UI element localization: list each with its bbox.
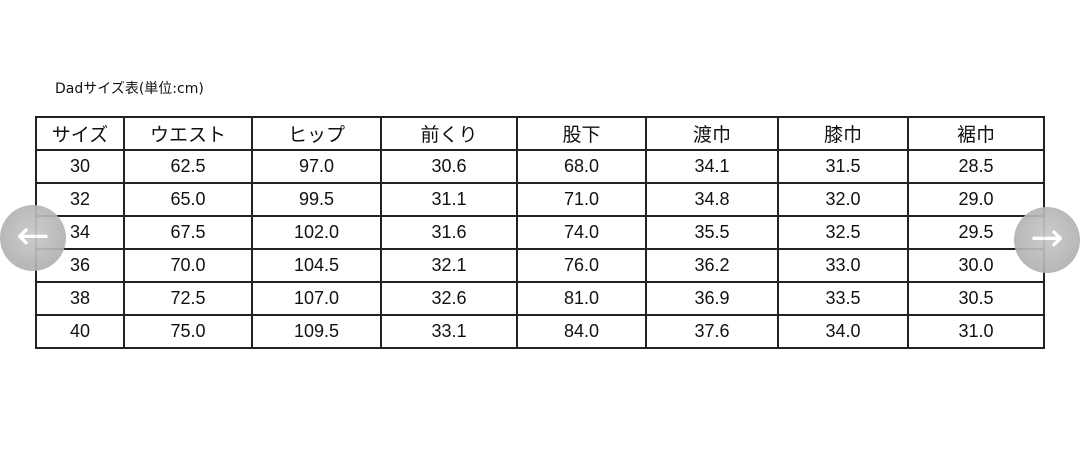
table-cell: 36.9 (645, 281, 779, 316)
table-row: 30 62.5 97.0 30.6 68.0 34.1 31.5 28.5 (35, 149, 1045, 184)
arrow-right-icon: → (1030, 215, 1064, 261)
table-cell: 37.6 (645, 314, 779, 349)
arrow-left-icon: ← (16, 213, 50, 259)
table-cell: 32.1 (380, 248, 518, 283)
table-row: 32 65.0 99.5 31.1 71.0 34.8 32.0 29.0 (35, 182, 1045, 217)
table-cell: 30.6 (380, 149, 518, 184)
table-cell: 31.6 (380, 215, 518, 250)
column-header: サイズ (35, 116, 125, 151)
table-cell: 65.0 (123, 182, 253, 217)
table-cell: 31.0 (907, 314, 1045, 349)
table-cell: 102.0 (251, 215, 382, 250)
table-cell: 28.5 (907, 149, 1045, 184)
size-table: サイズ ウエスト ヒップ 前くり 股下 渡巾 膝巾 裾巾 30 62.5 97.0 30.6 68.0… (35, 116, 1045, 349)
table-cell: 34.1 (645, 149, 779, 184)
table-cell: 68.0 (516, 149, 647, 184)
table-cell: 32.5 (777, 215, 909, 250)
table-cell: 30.5 (907, 281, 1045, 316)
table-cell: 31.5 (777, 149, 909, 184)
table-cell: 71.0 (516, 182, 647, 217)
table-cell: 72.5 (123, 281, 253, 316)
table-cell: 34.8 (645, 182, 779, 217)
table-cell: 29.0 (907, 182, 1045, 217)
column-header: ウエスト (123, 116, 253, 151)
table-cell: 74.0 (516, 215, 647, 250)
table-row: 36 70.0 104.5 32.1 76.0 36.2 33.0 30.0 (35, 248, 1045, 283)
table-cell: 40 (35, 314, 125, 349)
table-cell: 31.1 (380, 182, 518, 217)
table-cell: 67.5 (123, 215, 253, 250)
table-caption: Dadサイズ表(単位:cm) (55, 81, 204, 97)
table-cell: 76.0 (516, 248, 647, 283)
prev-button[interactable]: ← (0, 205, 66, 271)
table-cell: 81.0 (516, 281, 647, 316)
table-cell: 34.0 (777, 314, 909, 349)
table-row: 40 75.0 109.5 33.1 84.0 37.6 34.0 31.0 (35, 314, 1045, 349)
column-header: 股下 (516, 116, 647, 151)
table-cell: 99.5 (251, 182, 382, 217)
column-header: 渡巾 (645, 116, 779, 151)
table-cell: 70.0 (123, 248, 253, 283)
table-cell: 62.5 (123, 149, 253, 184)
table-cell: 32.0 (777, 182, 909, 217)
table-cell: 33.1 (380, 314, 518, 349)
column-header: 裾巾 (907, 116, 1045, 151)
table-cell: 104.5 (251, 248, 382, 283)
table-row: 34 67.5 102.0 31.6 74.0 35.5 32.5 29.5 (35, 215, 1045, 250)
table-cell: 35.5 (645, 215, 779, 250)
column-header: ヒップ (251, 116, 382, 151)
table-cell: 36.2 (645, 248, 779, 283)
table-cell: 84.0 (516, 314, 647, 349)
table-cell: 33.5 (777, 281, 909, 316)
table-cell: 30 (35, 149, 125, 184)
table-cell: 107.0 (251, 281, 382, 316)
table-cell: 109.5 (251, 314, 382, 349)
table-cell: 32.6 (380, 281, 518, 316)
table-cell: 97.0 (251, 149, 382, 184)
table-cell: 75.0 (123, 314, 253, 349)
column-header: 前くり (380, 116, 518, 151)
table-row: 38 72.5 107.0 32.6 81.0 36.9 33.5 30.5 (35, 281, 1045, 316)
table-cell: 33.0 (777, 248, 909, 283)
table-cell: 38 (35, 281, 125, 316)
next-button[interactable]: → (1014, 207, 1080, 273)
column-header: 膝巾 (777, 116, 909, 151)
header-row: サイズ ウエスト ヒップ 前くり 股下 渡巾 膝巾 裾巾 (35, 116, 1045, 151)
